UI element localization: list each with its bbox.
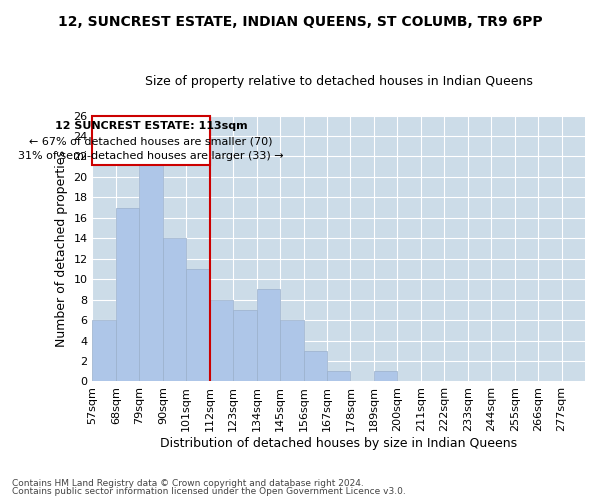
Bar <box>233 310 257 382</box>
Bar <box>186 269 210 382</box>
X-axis label: Distribution of detached houses by size in Indian Queens: Distribution of detached houses by size … <box>160 437 517 450</box>
Title: Size of property relative to detached houses in Indian Queens: Size of property relative to detached ho… <box>145 75 533 88</box>
Y-axis label: Number of detached properties: Number of detached properties <box>55 150 68 347</box>
Bar <box>304 351 327 382</box>
Bar <box>327 371 350 382</box>
Bar <box>116 208 139 382</box>
Text: Contains public sector information licensed under the Open Government Licence v3: Contains public sector information licen… <box>12 487 406 496</box>
Bar <box>139 156 163 382</box>
Text: Contains HM Land Registry data © Crown copyright and database right 2024.: Contains HM Land Registry data © Crown c… <box>12 478 364 488</box>
Bar <box>210 300 233 382</box>
Bar <box>92 320 116 382</box>
Bar <box>280 320 304 382</box>
Text: 12, SUNCREST ESTATE, INDIAN QUEENS, ST COLUMB, TR9 6PP: 12, SUNCREST ESTATE, INDIAN QUEENS, ST C… <box>58 15 542 29</box>
Bar <box>163 238 186 382</box>
Text: 31% of semi-detached houses are larger (33) →: 31% of semi-detached houses are larger (… <box>18 152 284 162</box>
Text: 12 SUNCREST ESTATE: 113sqm: 12 SUNCREST ESTATE: 113sqm <box>55 122 247 132</box>
FancyBboxPatch shape <box>92 116 210 164</box>
Bar <box>257 290 280 382</box>
Bar <box>374 371 397 382</box>
Text: ← 67% of detached houses are smaller (70): ← 67% of detached houses are smaller (70… <box>29 136 273 146</box>
